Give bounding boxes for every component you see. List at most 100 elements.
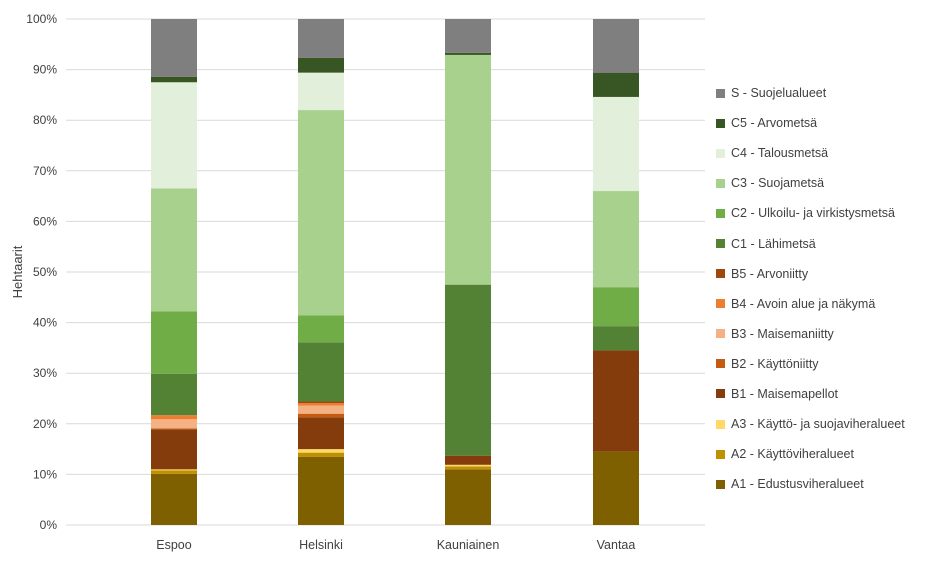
legend-label: A3 - Käyttö- ja suojaviheralueet bbox=[731, 417, 905, 432]
bar-segment bbox=[151, 428, 197, 430]
legend-item: S - Suojelualueet bbox=[716, 78, 950, 108]
legend-label: C2 - Ulkoilu- ja virkistysmetsä bbox=[731, 206, 895, 221]
bar-segment bbox=[593, 350, 639, 452]
legend-item: B3 - Maisemaniitty bbox=[716, 319, 950, 349]
legend-swatch bbox=[716, 329, 725, 339]
legend-label: B5 - Arvoniitty bbox=[731, 266, 809, 281]
legend-label: B2 - Käyttöniitty bbox=[731, 356, 819, 371]
legend-label: A1 - Edustusviheralueet bbox=[731, 477, 864, 492]
bar-segment bbox=[445, 455, 491, 465]
x-tick-label: Espoo bbox=[156, 538, 191, 552]
legend-swatch bbox=[716, 239, 725, 249]
bar-segment bbox=[593, 72, 639, 97]
bar-segment bbox=[298, 417, 344, 450]
bar-segment bbox=[445, 52, 491, 55]
bar-segment bbox=[151, 429, 197, 470]
bar-segment bbox=[298, 315, 344, 343]
legend-item: B1 - Maisemapellot bbox=[716, 379, 950, 409]
bar-segment bbox=[151, 373, 197, 416]
bar-segment bbox=[151, 82, 197, 189]
legend: S - Suojelualueet C5 - Arvometsä C4 - Talo… bbox=[716, 78, 950, 499]
legend-swatch bbox=[716, 449, 725, 459]
legend-item: B4 - Avoin alue ja näkymä bbox=[716, 289, 950, 319]
y-tick-label: 60% bbox=[33, 214, 57, 228]
legend-label: B1 - Maisemapellot bbox=[731, 386, 838, 401]
legend-item: A3 - Käyttö- ja suojaviheralueet bbox=[716, 409, 950, 439]
bar-segment bbox=[151, 473, 197, 525]
legend-item: B5 - Arvoniitty bbox=[716, 259, 950, 289]
bar-segment bbox=[298, 456, 344, 525]
y-tick-label: 70% bbox=[33, 164, 57, 178]
legend-item: C5 - Arvometsä bbox=[716, 108, 950, 138]
bar-segment bbox=[298, 452, 344, 457]
legend-label: A2 - Käyttöviheralueet bbox=[731, 447, 854, 462]
bar-segment bbox=[298, 403, 344, 406]
bar-segment bbox=[298, 401, 344, 404]
bar-segment bbox=[151, 76, 197, 83]
x-tick-label: Kauniainen bbox=[437, 538, 500, 552]
bar-segment bbox=[445, 19, 491, 53]
legend-swatch bbox=[716, 269, 725, 279]
bar-segment bbox=[151, 469, 197, 471]
legend-swatch bbox=[716, 479, 725, 489]
bar-segment bbox=[445, 54, 491, 285]
bar-segment bbox=[298, 19, 344, 58]
legend-item: C3 - Suojametsä bbox=[716, 168, 950, 198]
y-axis-label: Hehtaarit bbox=[10, 245, 25, 298]
legend-label: B3 - Maisemaniitty bbox=[731, 326, 834, 341]
y-tick-label: 30% bbox=[33, 366, 57, 380]
legend-item: A1 - Edustusviheralueet bbox=[716, 469, 950, 499]
bar-segment bbox=[298, 72, 344, 111]
bar-segment bbox=[593, 96, 639, 192]
bar-segment bbox=[298, 405, 344, 414]
legend-label: C1 - Lähimetsä bbox=[731, 236, 816, 251]
x-tick-label: Vantaa bbox=[597, 538, 636, 552]
y-tick-label: 100% bbox=[26, 12, 57, 26]
legend-swatch bbox=[716, 208, 725, 218]
bar-segment bbox=[298, 413, 344, 418]
bar-segment bbox=[593, 287, 639, 327]
legend-swatch bbox=[716, 419, 725, 429]
bar-segment bbox=[298, 449, 344, 453]
bar-segment bbox=[151, 311, 197, 374]
legend-label: C3 - Suojametsä bbox=[731, 176, 825, 191]
bar-segment bbox=[151, 415, 197, 420]
bar-segment bbox=[298, 57, 344, 73]
bar-segment bbox=[298, 342, 344, 402]
bar-segment bbox=[445, 466, 491, 470]
bar-segment bbox=[445, 469, 491, 525]
bar-segment bbox=[593, 326, 639, 351]
bar-segment bbox=[151, 419, 197, 429]
bar-segment bbox=[151, 19, 197, 77]
bar-segment bbox=[151, 470, 197, 474]
bar-segment bbox=[151, 188, 197, 312]
legend-swatch bbox=[716, 178, 725, 188]
legend-label: C5 - Arvometsä bbox=[731, 116, 818, 131]
legend-label: B4 - Avoin alue ja näkymä bbox=[731, 296, 876, 311]
bar-segment bbox=[593, 451, 639, 525]
y-tick-label: 50% bbox=[33, 265, 57, 279]
legend-swatch bbox=[716, 299, 725, 309]
bar-segment bbox=[593, 191, 639, 288]
y-tick-label: 40% bbox=[33, 316, 57, 330]
legend-label: S - Suojelualueet bbox=[731, 86, 827, 101]
y-tick-label: 80% bbox=[33, 113, 57, 127]
bar-segment bbox=[593, 19, 639, 73]
legend-swatch bbox=[716, 148, 725, 158]
bar-segment bbox=[298, 110, 344, 316]
y-tick-label: 20% bbox=[33, 417, 57, 431]
legend-swatch bbox=[716, 118, 725, 128]
legend-item: C2 - Ulkoilu- ja virkistysmetsä bbox=[716, 198, 950, 228]
legend-item: C1 - Lähimetsä bbox=[716, 228, 950, 258]
bar-segment bbox=[445, 464, 491, 467]
legend-item: B2 - Käyttöniitty bbox=[716, 349, 950, 379]
legend-swatch bbox=[716, 389, 725, 399]
x-tick-label: Helsinki bbox=[299, 538, 343, 552]
legend-label: C4 - Talousmetsä bbox=[731, 146, 829, 161]
legend-item: A2 - Käyttöviheralueet bbox=[716, 439, 950, 469]
y-tick-label: 90% bbox=[33, 63, 57, 77]
legend-swatch bbox=[716, 88, 725, 98]
y-tick-label: 10% bbox=[33, 467, 57, 481]
